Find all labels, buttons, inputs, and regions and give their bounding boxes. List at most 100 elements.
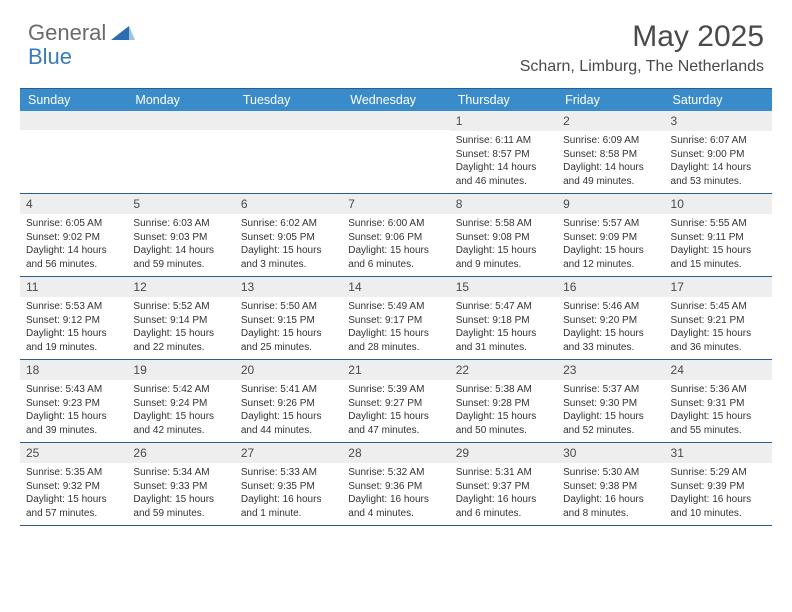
sunrise-text: Sunrise: 5:50 AM: [241, 300, 336, 314]
sunrise-text: Sunrise: 5:39 AM: [348, 383, 443, 397]
sunset-text: Sunset: 9:32 PM: [26, 480, 121, 494]
day-number: 20: [235, 360, 342, 380]
sunset-text: Sunset: 9:15 PM: [241, 314, 336, 328]
day-cell: 9Sunrise: 5:57 AMSunset: 9:09 PMDaylight…: [557, 194, 664, 276]
day-info: Sunrise: 5:35 AMSunset: 9:32 PMDaylight:…: [20, 463, 127, 523]
day-number: 13: [235, 277, 342, 297]
sunrise-text: Sunrise: 5:47 AM: [456, 300, 551, 314]
day-number: 22: [450, 360, 557, 380]
logo-triangle-icon: [111, 20, 135, 46]
sunset-text: Sunset: 9:12 PM: [26, 314, 121, 328]
day-cell: [235, 111, 342, 193]
day-cell: [20, 111, 127, 193]
daylight-text: Daylight: 15 hours and 3 minutes.: [241, 244, 336, 271]
sunset-text: Sunset: 9:38 PM: [563, 480, 658, 494]
day-info: Sunrise: 5:46 AMSunset: 9:20 PMDaylight:…: [557, 297, 664, 357]
day-number: 5: [127, 194, 234, 214]
sunrise-text: Sunrise: 6:02 AM: [241, 217, 336, 231]
sunrise-text: Sunrise: 5:43 AM: [26, 383, 121, 397]
day-number: 31: [665, 443, 772, 463]
daylight-text: Daylight: 15 hours and 39 minutes.: [26, 410, 121, 437]
day-cell: 19Sunrise: 5:42 AMSunset: 9:24 PMDayligh…: [127, 360, 234, 442]
daylight-text: Daylight: 15 hours and 47 minutes.: [348, 410, 443, 437]
daylight-text: Daylight: 15 hours and 19 minutes.: [26, 327, 121, 354]
day-info: Sunrise: 6:02 AMSunset: 9:05 PMDaylight:…: [235, 214, 342, 274]
day-info: Sunrise: 5:32 AMSunset: 9:36 PMDaylight:…: [342, 463, 449, 523]
sunset-text: Sunset: 9:39 PM: [671, 480, 766, 494]
sunrise-text: Sunrise: 5:41 AM: [241, 383, 336, 397]
sunrise-text: Sunrise: 5:53 AM: [26, 300, 121, 314]
day-number: 18: [20, 360, 127, 380]
week-row: 18Sunrise: 5:43 AMSunset: 9:23 PMDayligh…: [20, 360, 772, 443]
sunrise-text: Sunrise: 5:31 AM: [456, 466, 551, 480]
logo-text-blue: Blue: [28, 44, 72, 70]
sunset-text: Sunset: 9:18 PM: [456, 314, 551, 328]
sunset-text: Sunset: 9:03 PM: [133, 231, 228, 245]
sunrise-text: Sunrise: 5:32 AM: [348, 466, 443, 480]
sunset-text: Sunset: 8:58 PM: [563, 148, 658, 162]
daylight-text: Daylight: 14 hours and 49 minutes.: [563, 161, 658, 188]
day-cell: 17Sunrise: 5:45 AMSunset: 9:21 PMDayligh…: [665, 277, 772, 359]
day-info: Sunrise: 5:45 AMSunset: 9:21 PMDaylight:…: [665, 297, 772, 357]
day-info: Sunrise: 5:42 AMSunset: 9:24 PMDaylight:…: [127, 380, 234, 440]
day-info: Sunrise: 5:31 AMSunset: 9:37 PMDaylight:…: [450, 463, 557, 523]
sunset-text: Sunset: 9:24 PM: [133, 397, 228, 411]
daylight-text: Daylight: 16 hours and 6 minutes.: [456, 493, 551, 520]
day-cell: 27Sunrise: 5:33 AMSunset: 9:35 PMDayligh…: [235, 443, 342, 525]
day-number: 16: [557, 277, 664, 297]
day-info: Sunrise: 5:58 AMSunset: 9:08 PMDaylight:…: [450, 214, 557, 274]
sunset-text: Sunset: 9:33 PM: [133, 480, 228, 494]
day-number: 15: [450, 277, 557, 297]
sunset-text: Sunset: 9:31 PM: [671, 397, 766, 411]
daylight-text: Daylight: 14 hours and 56 minutes.: [26, 244, 121, 271]
daylight-text: Daylight: 15 hours and 12 minutes.: [563, 244, 658, 271]
day-cell: 25Sunrise: 5:35 AMSunset: 9:32 PMDayligh…: [20, 443, 127, 525]
day-number: [127, 111, 234, 130]
day-number: 24: [665, 360, 772, 380]
calendar: SundayMondayTuesdayWednesdayThursdayFrid…: [20, 88, 772, 526]
daylight-text: Daylight: 15 hours and 52 minutes.: [563, 410, 658, 437]
sunrise-text: Sunrise: 5:58 AM: [456, 217, 551, 231]
sunset-text: Sunset: 9:28 PM: [456, 397, 551, 411]
day-number: 17: [665, 277, 772, 297]
sunrise-text: Sunrise: 5:36 AM: [671, 383, 766, 397]
day-cell: 23Sunrise: 5:37 AMSunset: 9:30 PMDayligh…: [557, 360, 664, 442]
daylight-text: Daylight: 15 hours and 31 minutes.: [456, 327, 551, 354]
day-number: 12: [127, 277, 234, 297]
daylight-text: Daylight: 15 hours and 42 minutes.: [133, 410, 228, 437]
daylight-text: Daylight: 15 hours and 55 minutes.: [671, 410, 766, 437]
logo: General: [28, 20, 135, 46]
day-cell: 6Sunrise: 6:02 AMSunset: 9:05 PMDaylight…: [235, 194, 342, 276]
sunrise-text: Sunrise: 5:52 AM: [133, 300, 228, 314]
day-number: 8: [450, 194, 557, 214]
day-number: [20, 111, 127, 130]
sunrise-text: Sunrise: 6:00 AM: [348, 217, 443, 231]
daylight-text: Daylight: 15 hours and 44 minutes.: [241, 410, 336, 437]
day-number: 14: [342, 277, 449, 297]
day-info: Sunrise: 5:29 AMSunset: 9:39 PMDaylight:…: [665, 463, 772, 523]
daylight-text: Daylight: 15 hours and 22 minutes.: [133, 327, 228, 354]
day-cell: 26Sunrise: 5:34 AMSunset: 9:33 PMDayligh…: [127, 443, 234, 525]
day-cell: 21Sunrise: 5:39 AMSunset: 9:27 PMDayligh…: [342, 360, 449, 442]
day-number: 27: [235, 443, 342, 463]
day-info: Sunrise: 5:37 AMSunset: 9:30 PMDaylight:…: [557, 380, 664, 440]
sunrise-text: Sunrise: 5:55 AM: [671, 217, 766, 231]
daylight-text: Daylight: 16 hours and 8 minutes.: [563, 493, 658, 520]
day-number: 30: [557, 443, 664, 463]
daylight-text: Daylight: 14 hours and 46 minutes.: [456, 161, 551, 188]
daylight-text: Daylight: 14 hours and 53 minutes.: [671, 161, 766, 188]
sunset-text: Sunset: 9:27 PM: [348, 397, 443, 411]
day-info: Sunrise: 6:00 AMSunset: 9:06 PMDaylight:…: [342, 214, 449, 274]
day-number: 3: [665, 111, 772, 131]
day-number: 23: [557, 360, 664, 380]
sunset-text: Sunset: 9:06 PM: [348, 231, 443, 245]
day-cell: 4Sunrise: 6:05 AMSunset: 9:02 PMDaylight…: [20, 194, 127, 276]
day-number: 2: [557, 111, 664, 131]
sunset-text: Sunset: 9:20 PM: [563, 314, 658, 328]
day-info: Sunrise: 5:53 AMSunset: 9:12 PMDaylight:…: [20, 297, 127, 357]
day-number: 25: [20, 443, 127, 463]
sunrise-text: Sunrise: 5:42 AM: [133, 383, 228, 397]
day-info: Sunrise: 5:39 AMSunset: 9:27 PMDaylight:…: [342, 380, 449, 440]
page-header: General May 2025 Scharn, Limburg, The Ne…: [0, 0, 792, 82]
day-cell: 22Sunrise: 5:38 AMSunset: 9:28 PMDayligh…: [450, 360, 557, 442]
